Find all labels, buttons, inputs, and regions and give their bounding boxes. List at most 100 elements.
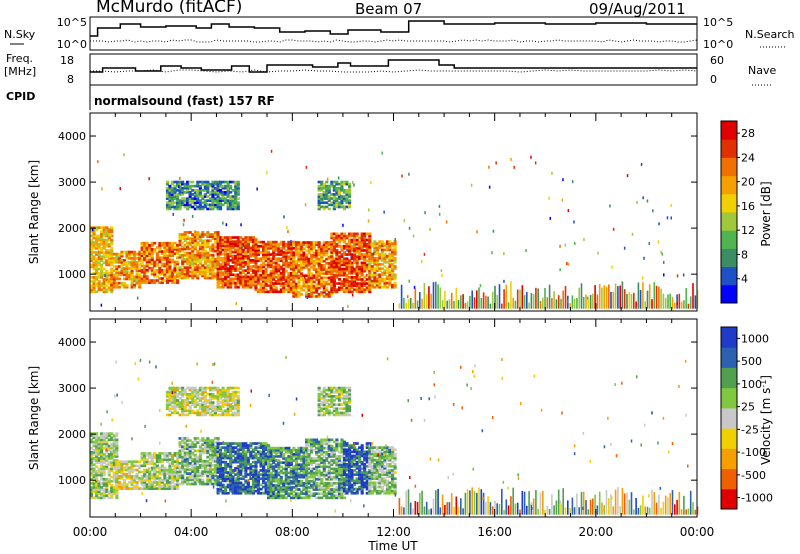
- power-cell: [95, 240, 99, 244]
- power-cell: [254, 265, 258, 269]
- power-cell: [236, 269, 240, 272]
- power-cell: [234, 193, 238, 196]
- power-cell: [211, 243, 215, 247]
- power-cell: [173, 184, 177, 188]
- power-cell: [225, 223, 228, 227]
- power-cell: [279, 259, 283, 263]
- power-cell: [272, 255, 276, 258]
- power-cell: [380, 244, 385, 248]
- power-cell: [110, 256, 114, 260]
- power-cell: [221, 195, 225, 198]
- velocity-cell: [264, 491, 268, 495]
- velocity-cell: [279, 496, 283, 500]
- power-cell: [635, 301, 637, 309]
- power-cell: [299, 288, 304, 292]
- power-cell: [213, 186, 218, 190]
- power-cell: [168, 273, 172, 276]
- power-cell: [203, 253, 207, 257]
- power-cell: [216, 275, 220, 279]
- power-cell: [391, 271, 395, 275]
- velocity-cell: [312, 482, 316, 485]
- velocity-cell: [97, 490, 101, 493]
- velocity-cell: [97, 473, 101, 477]
- power-cell: [158, 260, 162, 264]
- velocity-cell: [310, 479, 314, 483]
- velocity-cell: [219, 483, 223, 487]
- velocity-cell: [198, 480, 202, 484]
- velocity-cell: [267, 494, 271, 498]
- velocity-cell: [239, 454, 243, 458]
- power-cell: [145, 264, 149, 268]
- power-cell: [143, 281, 147, 284]
- velocity-cell: [219, 471, 223, 474]
- power-cell: [115, 261, 119, 264]
- velocity-cell: [102, 482, 106, 485]
- power-cell: [105, 244, 109, 248]
- power-cell: [335, 282, 339, 285]
- velocity-cell: [125, 468, 129, 472]
- power-cell: [358, 284, 362, 287]
- power-cell: [100, 230, 104, 234]
- power-cell: [105, 288, 109, 292]
- velocity-cell: [188, 455, 192, 459]
- velocity-cell: [198, 466, 202, 469]
- velocity-cell: [95, 490, 99, 493]
- power-cell: [112, 269, 116, 272]
- power-cell: [256, 278, 261, 281]
- velocity-cell: [105, 444, 109, 448]
- power-cell: [307, 270, 311, 273]
- velocity-cell: [107, 479, 111, 483]
- power-cell: [95, 290, 99, 294]
- power-cell: [289, 249, 293, 252]
- power-cell: [350, 265, 354, 269]
- power-cell: [206, 239, 210, 243]
- power-cell: [256, 240, 261, 244]
- power-cell: [254, 271, 258, 275]
- power-cell: [221, 199, 225, 202]
- power-cell: [246, 246, 250, 250]
- power-cell: [133, 254, 137, 258]
- velocity-cell: [224, 487, 228, 491]
- power-cell: [360, 280, 364, 283]
- power-cell: [297, 270, 301, 273]
- power-cell: [446, 300, 448, 309]
- power-cell: [277, 259, 281, 263]
- power-cell: [254, 282, 258, 285]
- power-cell: [335, 193, 339, 196]
- power-cell: [327, 291, 331, 294]
- power-cell: [292, 264, 296, 267]
- velocity-cell: [251, 487, 256, 491]
- power-cell: [143, 246, 147, 249]
- power-cell: [216, 252, 220, 256]
- velocity-cell: [173, 483, 177, 486]
- velocity-cell: [92, 473, 96, 477]
- velocity-cell: [277, 471, 281, 475]
- power-cell: [201, 249, 205, 253]
- velocity-cell: [201, 464, 205, 467]
- velocity-cell: [289, 490, 293, 493]
- power-cell: [350, 240, 354, 244]
- velocity-cell: [246, 462, 250, 466]
- velocity-cell: [165, 456, 170, 459]
- velocity-cell: [249, 489, 253, 493]
- power-cell: [165, 268, 170, 272]
- power-cell: [594, 285, 596, 309]
- velocity-cell: [211, 476, 215, 480]
- power-cell: [206, 268, 210, 272]
- power-cell: [391, 248, 395, 252]
- power-cell: [573, 298, 576, 309]
- power-cell: [573, 220, 575, 224]
- power-cell: [183, 182, 187, 186]
- power-cell: [234, 186, 238, 190]
- power-cell: [133, 259, 137, 262]
- power-cell: [489, 303, 492, 309]
- power-cell: [292, 253, 296, 257]
- power-cell: [117, 261, 121, 264]
- power-cell: [272, 247, 276, 250]
- power-cell: [206, 233, 210, 236]
- velocity-cell: [244, 481, 248, 485]
- power-cell: [178, 276, 182, 280]
- power-cell: [193, 203, 197, 207]
- power-cell: [203, 241, 207, 245]
- power-cell: [256, 253, 261, 256]
